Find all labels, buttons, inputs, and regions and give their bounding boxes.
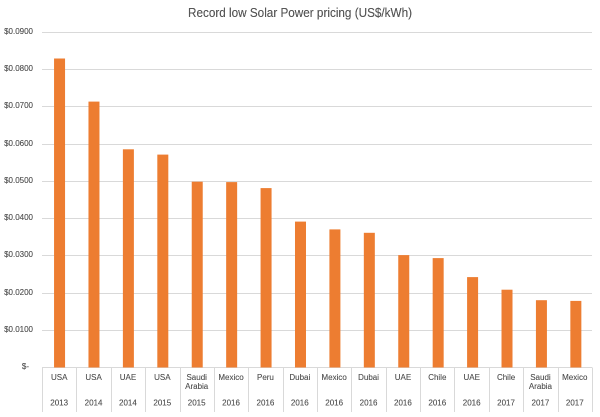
svg-text:2013: 2013 [50,398,68,407]
svg-text:2016: 2016 [257,398,275,407]
svg-text:$0.0300: $0.0300 [4,250,33,259]
svg-text:$0.0700: $0.0700 [4,101,33,110]
svg-text:2016: 2016 [222,398,240,407]
svg-text:USA: USA [85,373,102,382]
svg-text:2015: 2015 [188,398,206,407]
svg-text:Saudi: Saudi [186,373,207,382]
svg-text:2017: 2017 [532,398,550,407]
svg-text:USA: USA [154,373,171,382]
svg-text:2016: 2016 [291,398,309,407]
svg-text:$-: $- [22,362,29,371]
svg-text:UAE: UAE [120,373,136,382]
svg-text:2016: 2016 [463,398,481,407]
svg-text:Dubai: Dubai [289,373,310,382]
svg-text:Saudi: Saudi [530,373,551,382]
svg-text:$0.0100: $0.0100 [4,325,33,334]
svg-text:$0.0500: $0.0500 [4,176,33,185]
svg-text:UAE: UAE [395,373,411,382]
svg-text:$0.0800: $0.0800 [4,64,33,73]
svg-text:$0.0400: $0.0400 [4,213,33,222]
svg-text:$0.0200: $0.0200 [4,288,33,297]
svg-text:Mexico: Mexico [218,373,244,382]
svg-text:Mexico: Mexico [562,373,588,382]
svg-text:Mexico: Mexico [322,373,348,382]
svg-text:2014: 2014 [85,398,103,407]
svg-text:Peru: Peru [257,373,274,382]
svg-text:$0.0900: $0.0900 [4,27,33,36]
svg-text:Chile: Chile [497,373,516,382]
svg-text:$0.0600: $0.0600 [4,139,33,148]
svg-text:Arabia: Arabia [185,382,209,391]
svg-text:2017: 2017 [566,398,584,407]
svg-text:2016: 2016 [360,398,378,407]
svg-text:Chile: Chile [428,373,447,382]
svg-text:2017: 2017 [497,398,515,407]
svg-text:UAE: UAE [463,373,479,382]
svg-text:2015: 2015 [153,398,171,407]
svg-text:2016: 2016 [325,398,343,407]
svg-text:2014: 2014 [119,398,137,407]
svg-text:2016: 2016 [394,398,412,407]
svg-text:2016: 2016 [428,398,446,407]
svg-text:Arabia: Arabia [529,382,553,391]
svg-text:Dubai: Dubai [358,373,379,382]
svg-text:USA: USA [51,373,68,382]
svg-text:Record low Solar Power pricing: Record low Solar Power pricing (US$/kWh) [188,5,412,20]
